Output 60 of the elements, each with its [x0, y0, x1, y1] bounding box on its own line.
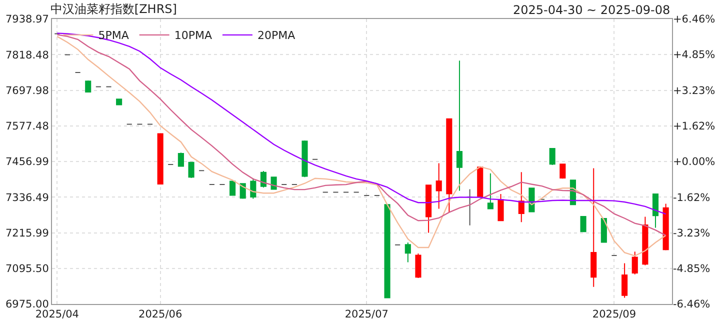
- y2-tick-label: +4.85%: [673, 49, 716, 62]
- candlestick: [456, 60, 463, 192]
- candlestick: [415, 252, 422, 278]
- candlestick: [178, 152, 184, 167]
- candlestick: [477, 166, 484, 198]
- candlestick: [230, 180, 236, 196]
- candlestick: [580, 216, 586, 232]
- legend-label: 5PMA: [98, 29, 130, 42]
- legend-label: 10PMA: [174, 29, 212, 42]
- y2-tick-label: -3.23%: [673, 227, 710, 240]
- y2-tick-label: -4.85%: [673, 263, 710, 276]
- candlestick: [487, 172, 494, 210]
- candlestick: [436, 162, 442, 210]
- chart-subtitle: 2025-04-30 ~ 2025-09-08: [513, 3, 670, 17]
- candlestick: [549, 148, 556, 166]
- y-tick-label: 7095.50: [5, 263, 49, 276]
- y-tick-label: 7577.48: [5, 120, 49, 133]
- y-tick-label: 7336.49: [5, 192, 49, 204]
- candlestick: [528, 188, 535, 212]
- y-tick-label: 7818.48: [5, 49, 49, 62]
- x-tick-label: 2025/09: [592, 308, 636, 320]
- candlestick: [662, 203, 669, 251]
- x-tick-label: 2025/07: [344, 308, 388, 320]
- y2-tick-label: +1.62%: [673, 120, 716, 132]
- y-tick-label: 7697.98: [5, 84, 49, 97]
- y2-tick-label: +0.00%: [673, 156, 716, 168]
- candlestick: [622, 262, 628, 298]
- candlestick: [642, 216, 648, 266]
- y2-tick-label: +6.46%: [673, 14, 716, 26]
- candlestick: [498, 194, 504, 222]
- candlestick: [560, 164, 566, 180]
- x-tick-label: 2025/04: [35, 308, 80, 320]
- candlestick: [632, 251, 638, 275]
- candlestick: [590, 168, 597, 288]
- candlestick: [188, 162, 194, 179]
- candlestick: [384, 204, 390, 298]
- candlestick: [250, 178, 256, 200]
- x-tick-label: 2025/06: [138, 308, 182, 320]
- candlestick: [157, 133, 164, 184]
- candlestick: [85, 80, 92, 93]
- candlestick: [446, 118, 452, 213]
- candlestick: [404, 242, 411, 263]
- legend-label: 20PMA: [257, 29, 296, 42]
- candlestick: [116, 98, 122, 106]
- y-tick-label: 7215.99: [5, 227, 49, 240]
- y2-tick-label: -6.46%: [673, 298, 710, 311]
- candlestick: [600, 218, 607, 243]
- y2-tick-label: +3.23%: [673, 84, 716, 97]
- y-tick-label: 7938.97: [5, 14, 49, 26]
- y-tick-label: 7456.99: [5, 156, 49, 168]
- candlestick: [302, 140, 308, 178]
- chart-title: 中汉油菜籽指数[ZHRS]: [50, 2, 177, 16]
- candlestick: [652, 194, 659, 228]
- candlestick: [466, 188, 473, 226]
- candlestick: [260, 170, 267, 188]
- candlestick: [270, 176, 277, 190]
- candlestick: [426, 184, 432, 234]
- y2-tick-label: -1.62%: [673, 192, 710, 204]
- candlestick: [518, 172, 524, 223]
- y-tick-label: 6975.00: [5, 298, 49, 311]
